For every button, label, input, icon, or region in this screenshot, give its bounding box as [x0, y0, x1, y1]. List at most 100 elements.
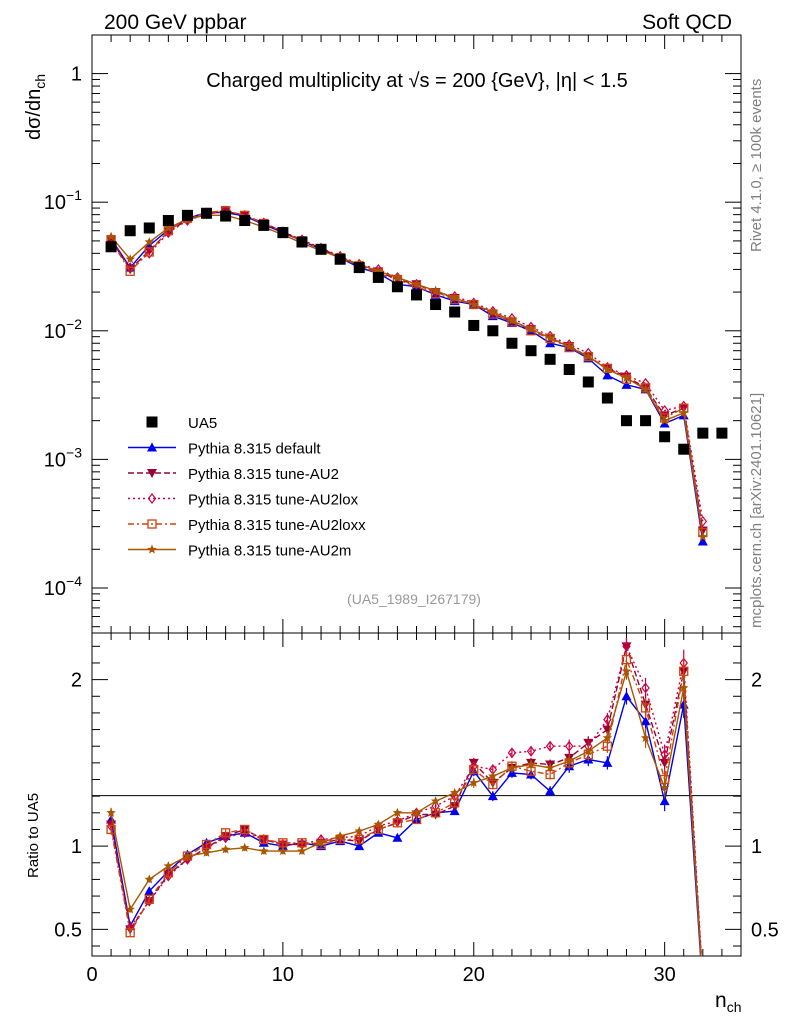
series-5-ratio [106, 662, 708, 990]
series-1-ratio-point [144, 886, 155, 896]
series-3-ratio-point [507, 747, 517, 759]
y-tick-label: 10−4 [44, 573, 82, 600]
data-point [601, 392, 613, 404]
series-5-point [430, 285, 441, 295]
data-point [162, 215, 174, 227]
ratio-y-tick-label-right: 1 [751, 836, 762, 858]
series-3-point [125, 262, 135, 274]
series-4-ratio-point [450, 798, 460, 808]
y-tick-label-base: 10 [44, 192, 66, 214]
series-5-ratio-point [201, 847, 212, 857]
reference-label: (UA5_1989_I267179) [347, 591, 481, 607]
series-1-ratio-point [392, 832, 403, 842]
side-label-top: Rivet 4.1.0, ≥ 100k events [748, 79, 765, 252]
series-3-point [507, 312, 517, 324]
series-1-ratio-point [659, 796, 670, 806]
series-5-point [392, 272, 403, 282]
ratio-series-layer [106, 637, 708, 990]
side-label-bottom: mcplots.cern.ch [arXiv:2401.10621] [748, 393, 765, 628]
series-5-point [545, 332, 555, 342]
series-3-ratio-point [164, 870, 173, 882]
series-5-ratio-point [239, 842, 250, 852]
series-4-line [110, 209, 704, 533]
series-5-point [125, 254, 135, 264]
y-tick-label: 10−3 [44, 444, 82, 471]
series-5-ratio-point [621, 666, 632, 676]
x-axis-label: nch [715, 989, 741, 1015]
series-5-ratio-point [259, 846, 269, 856]
data-point [411, 289, 422, 301]
series-4-ratio-point [469, 764, 479, 775]
series-4-ratio-point [259, 834, 269, 845]
series-5-point [526, 324, 536, 334]
series-5-point [564, 341, 574, 351]
y-tick-label: 1 [71, 64, 82, 86]
data-point [372, 271, 384, 283]
data-point [296, 236, 308, 248]
legend-item: UA5 [146, 415, 217, 432]
main-series-layer [105, 205, 728, 546]
data-point [239, 215, 251, 227]
y-tick-label-base: 10 [44, 578, 66, 600]
series-5-ratio-point [316, 837, 326, 847]
series-3-ratio-point [622, 640, 631, 652]
series-5-ratio-point [449, 787, 460, 797]
data-point [544, 353, 556, 365]
series-5-line [110, 214, 704, 537]
data-point [659, 431, 671, 443]
legend-marker [147, 493, 157, 504]
legend-label: Pythia 8.315 tune-AU2m [188, 543, 351, 560]
series-1-ratio-point [640, 716, 651, 726]
data-point [105, 241, 117, 253]
series-1-ratio-point [487, 791, 498, 801]
series-4-ratio-point [144, 894, 154, 905]
series-5-ratio-point [488, 771, 498, 781]
series-5-ratio-point [469, 777, 479, 787]
series-5-point [449, 292, 460, 302]
series-5-ratio-point [640, 732, 651, 742]
series-5-point [659, 415, 670, 425]
ratio-y-tick-label: 0.5 [54, 919, 82, 941]
series-5-ratio-point [678, 682, 689, 692]
series-4-ratio-point [640, 703, 651, 713]
series-1-ratio [106, 687, 702, 956]
legend-label: Pythia 8.315 tune-AU2 [188, 466, 339, 483]
series-5-ratio-point [507, 762, 517, 772]
main-y-axis-label-text: dσ/dn [23, 89, 45, 140]
y-tick-label: 10−1 [44, 187, 82, 214]
series-4-point [144, 247, 154, 257]
series-4-ratio-point [240, 824, 250, 835]
main-plot-area [105, 205, 728, 546]
data-point [506, 337, 518, 349]
data-point [315, 243, 327, 255]
legend-marker [147, 544, 157, 554]
data-point [277, 227, 289, 239]
data-point [525, 345, 537, 357]
ratio-y-tick-label-right: 2 [751, 670, 762, 692]
ratio-ticks: 0 10 20 30 0.5 0.5 1 1 2 2 [54, 633, 779, 986]
legend-item: Pythia 8.315 default [128, 441, 321, 458]
legend-item: Pythia 8.315 tune-AU2lox [128, 492, 359, 509]
series-3-ratio-point [564, 740, 574, 752]
data-point [697, 427, 709, 439]
legend-item: Pythia 8.315 tune-AU2m [128, 543, 351, 560]
series-5-ratio-point [698, 981, 708, 990]
ratio-y-tick-label-right: 0.5 [751, 919, 779, 941]
main-y-axis-label-subscript: ch [32, 74, 48, 89]
series-5-point [583, 351, 594, 361]
data-point [449, 306, 461, 318]
series-3-ratio-point [660, 749, 669, 761]
y-tick-label-base: 10 [44, 449, 66, 471]
y-tick-label-exponent: −2 [66, 316, 82, 332]
x-axis-label-text: n [715, 989, 727, 1012]
ratio-y-axis-label: Ratio to UA5 [25, 793, 42, 878]
series-2-ratio-point [698, 979, 708, 988]
y-tick-label-base: 10 [44, 321, 66, 343]
series-5-point [163, 222, 174, 233]
series-5-point [106, 231, 116, 241]
data-series [105, 207, 728, 455]
series-1-ratio-point [602, 757, 613, 767]
legend-label: Pythia 8.315 tune-AU2loxx [188, 517, 366, 534]
legend-marker [147, 442, 157, 452]
